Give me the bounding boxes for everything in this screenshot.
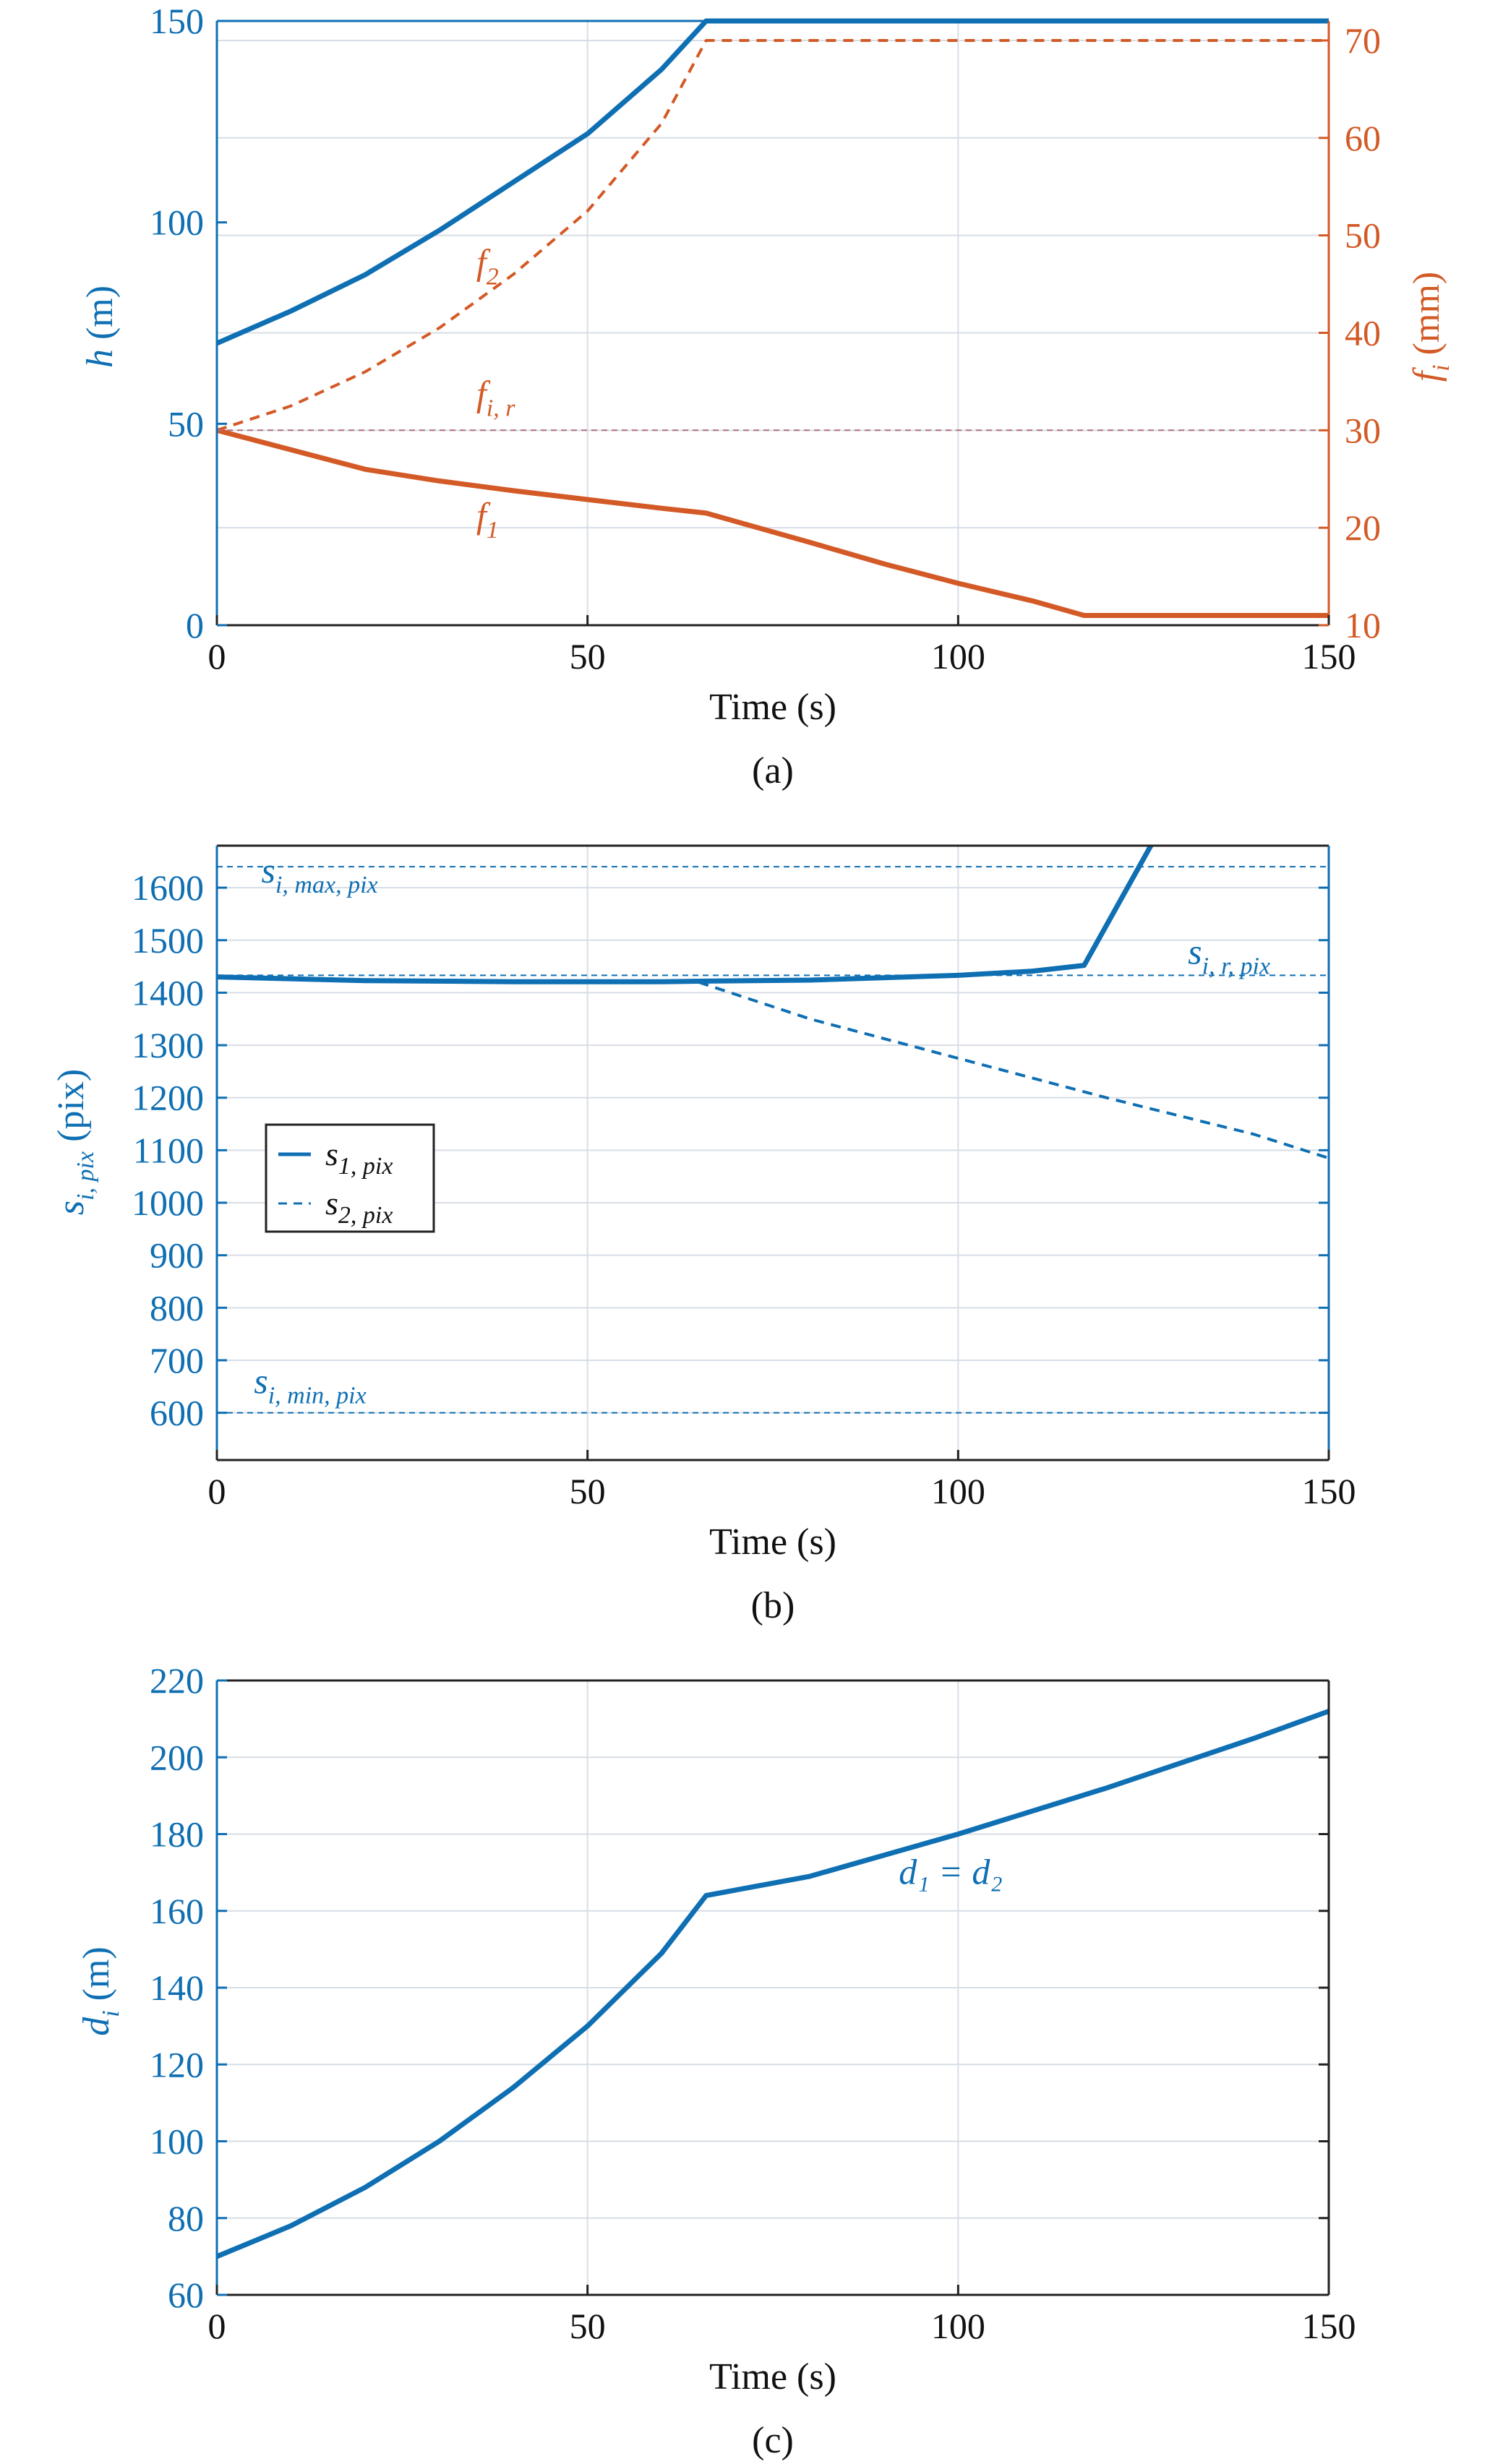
x-tick-label: 150 [1302,636,1356,677]
y-tick-label: 900 [150,1235,204,1276]
annotation-label: si, r, pix [1188,931,1270,979]
panel-b-ylabel: si, pix (pix) [51,1069,99,1215]
panel-c-ylabel: di (m) [76,1946,124,2036]
panel-b-caption: (b) [751,1585,795,1626]
y-tick-label: 80 [168,2198,204,2238]
y-tick-label: 1100 [133,1130,204,1170]
annotation-label: si, max, pix [262,850,378,898]
x-tick-label: 150 [1302,1471,1356,1511]
panel-c: 0 50 100 150 60 80 100 120 140 160 180 200 220 d₁ = d… [150,1660,1356,2346]
y-tick-label: 100 [150,202,204,243]
x-tick-label: 100 [931,636,985,677]
x-tick-label: 0 [208,1471,226,1511]
y-tick-label: 160 [150,1891,204,1931]
x-tick-label: 100 [931,2306,985,2346]
series-line-f2 [216,39,1329,432]
legend-box [265,1123,435,1233]
x-tick-label: 50 [570,636,606,677]
y-tick-label: 200 [150,1737,204,1777]
annotation-label: f1 [476,495,499,544]
series-line-f1 [216,427,1329,618]
y-tick-label: 100 [150,2121,204,2162]
legend-label-s1: s1, pix [325,1136,393,1180]
panel-c-xlabel: Time (s) [709,2356,836,2398]
panel-b-legend: s1, pix s2, pix [265,1123,435,1233]
series-line-s2-pix [698,981,1329,1160]
annotation-label: f2 [476,242,499,291]
y-tick-label: 1000 [132,1182,204,1223]
y2-tick-label: 50 [1345,215,1381,256]
y2-tick-label: 30 [1345,410,1381,450]
y-tick-label: 140 [150,1967,204,2008]
x-tick-label: 50 [570,1471,606,1511]
y-tick-label: 120 [150,2044,204,2085]
annotation-label: si, min, pix [254,1361,366,1409]
panel-a-caption: (a) [752,750,794,791]
annotation-label: fi, r [476,374,515,422]
y-tick-label: 220 [150,1660,204,1701]
panel-b-xlabel: Time (s) [709,1521,836,1563]
legend-label-s2: s2, pix [325,1185,393,1229]
static-labels: Time (s) (a) h (m) fi (mm) Time (s) (b) … [51,272,1455,2461]
y-tick-label: 180 [150,1814,204,1855]
x-tick-label: 0 [208,2306,226,2346]
y-tick-label: 1600 [132,867,204,908]
panel-a-y2label: fi (mm) [1406,272,1455,382]
y-tick-label: 0 [186,605,204,645]
panel-a-ylabel: h (m) [80,286,121,368]
y-tick-label: 50 [168,403,204,444]
y-tick-label: 600 [150,1393,204,1433]
y-tick-label: 60 [168,2275,204,2315]
y-tick-label: 1200 [132,1078,204,1118]
y2-tick-label: 20 [1345,507,1381,548]
y-tick-label: 1300 [132,1025,204,1065]
annotation-label: d₁ = d₂ [899,1852,1003,1892]
series-line-h [215,18,1329,346]
y-tick-label: 1400 [132,972,204,1013]
y-tick-label: 1500 [132,920,204,961]
x-tick-label: 50 [570,2306,606,2346]
x-tick-label: 0 [208,636,226,677]
panel-b: 0 50 100 150 600 700 800 900 1000 1100 1200 1300 140… [132,844,1356,1511]
y2-tick-label: 60 [1345,118,1381,158]
y-tick-label: 700 [150,1340,204,1381]
x-tick-label: 100 [931,1471,985,1511]
y-tick-label: 150 [150,1,204,41]
panel-a-xlabel: Time (s) [709,687,836,728]
y2-tick-label: 70 [1345,20,1381,61]
y2-tick-label: 10 [1345,605,1381,645]
x-tick-label: 150 [1302,2306,1356,2346]
y-tick-label: 800 [150,1287,204,1328]
y2-tick-label: 40 [1345,312,1381,353]
panel-c-caption: (c) [752,2420,794,2461]
series-line-d1-d2 [215,1709,1330,2259]
series-line-s1-pix [216,844,1153,984]
